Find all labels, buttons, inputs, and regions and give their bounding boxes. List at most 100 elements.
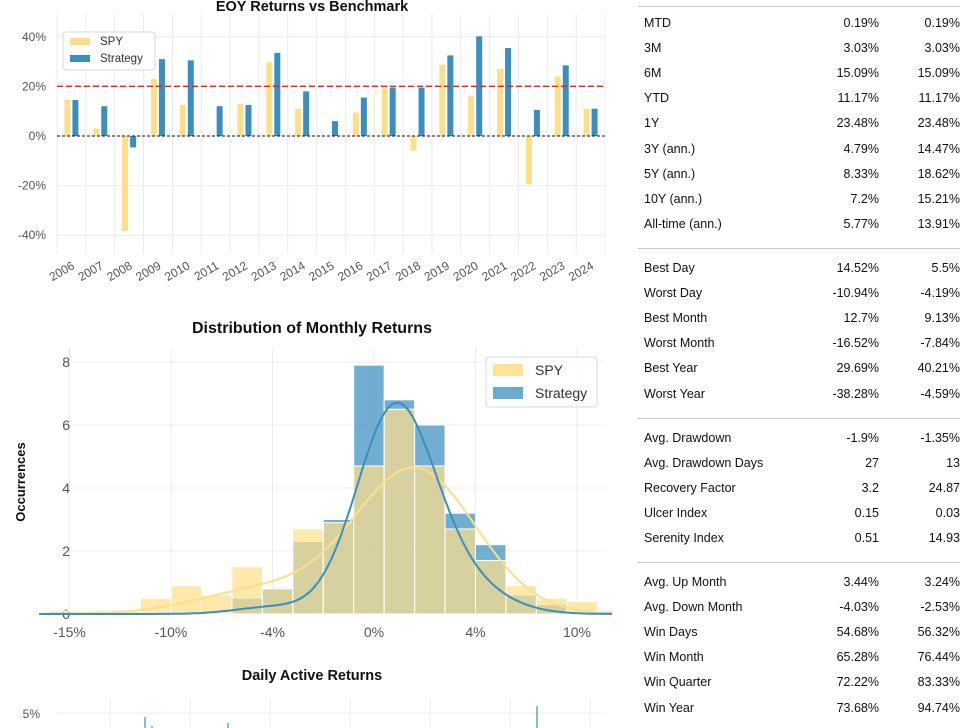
metric-spy: 14.52% bbox=[836, 261, 879, 275]
eoy-y-tick: 0% bbox=[29, 129, 47, 143]
metric-spy: 0.51 bbox=[854, 531, 879, 546]
metric-label: Serenity Index bbox=[644, 531, 724, 546]
eoy-bar-strategy-2014 bbox=[303, 91, 310, 136]
metric-strategy: 13.91% bbox=[917, 216, 960, 231]
metric-spy: -16.52% bbox=[832, 336, 879, 351]
dist-legend-swatch-spy bbox=[493, 364, 523, 376]
dist-bar-spy bbox=[475, 559, 507, 615]
eoy-y-tick: 40% bbox=[22, 30, 46, 44]
metric-spy: 3.03% bbox=[843, 41, 879, 56]
dist-bar-spy bbox=[353, 465, 385, 615]
metric-label: Win Month bbox=[644, 650, 704, 665]
dist-legend-swatch-strategy bbox=[493, 387, 523, 399]
metric-spy: 8.33% bbox=[843, 166, 879, 181]
dist-x-tick: -4% bbox=[260, 624, 285, 640]
metric-label: Avg. Drawdown bbox=[644, 431, 732, 445]
eoy-x-tick: 2017 bbox=[364, 258, 394, 284]
eoy-x-tick: 2016 bbox=[335, 258, 365, 284]
metric-strategy: 3.24% bbox=[924, 575, 960, 589]
metric-spy: 27 bbox=[865, 456, 879, 471]
metric-spy: 5.77% bbox=[843, 216, 879, 231]
metric-row: YTD 11.17% 11.17% bbox=[638, 86, 960, 111]
dist-bar-spy bbox=[261, 588, 294, 615]
eoy-bar-strategy-2018 bbox=[418, 87, 425, 136]
metric-spy: -4.03% bbox=[839, 600, 879, 615]
metric-spy: 11.17% bbox=[837, 91, 879, 106]
metric-row: 1Y 23.48% 23.48% bbox=[638, 111, 960, 136]
metric-row: Avg. Drawdown -1.9% -1.35% bbox=[638, 426, 960, 451]
eoy-legend-label-spy: SPY bbox=[100, 36, 123, 48]
metric-row: Avg. Down Month -4.03% -2.53% bbox=[638, 595, 960, 620]
metric-strategy: -1.35% bbox=[920, 431, 960, 445]
metric-spy: 72.22% bbox=[836, 675, 879, 690]
eoy-bar-spy-2008 bbox=[122, 136, 129, 231]
metric-row: Win Days 54.68% 56.32% bbox=[638, 620, 960, 645]
dist-x-tick: -15% bbox=[53, 624, 86, 640]
metric-row: Win Year 73.68% 94.74% bbox=[638, 696, 960, 721]
metric-label: 3Y (ann.) bbox=[644, 141, 696, 156]
metric-spy: 12.7% bbox=[843, 311, 879, 326]
metric-spy: 15.09% bbox=[836, 66, 879, 81]
eoy-bar-strategy-2023 bbox=[562, 65, 569, 136]
metric-row: 10Y (ann.) 7.2% 15.21% bbox=[638, 187, 960, 212]
eoy-bar-spy-2010 bbox=[179, 105, 186, 136]
eoy-bar-strategy-2006 bbox=[72, 100, 79, 136]
dist-kde-strategy bbox=[39, 401, 612, 615]
eoy-title: EOY Returns vs Benchmark bbox=[216, 0, 409, 15]
dist-legend-label-spy: SPY bbox=[535, 362, 564, 378]
eoy-bar-strategy-2021 bbox=[505, 47, 512, 136]
eoy-x-tick: 2011 bbox=[192, 258, 222, 283]
metric-strategy: 83.33% bbox=[917, 675, 960, 690]
eoy-bar-spy-2020 bbox=[468, 96, 475, 136]
monthly-distribution-chart: Distribution of Monthly Returns Occurrenc… bbox=[13, 320, 612, 640]
eoy-bar-spy-2023 bbox=[554, 76, 561, 136]
eoy-x-tick: 2015 bbox=[306, 258, 336, 284]
metric-strategy: 9.13% bbox=[924, 311, 960, 326]
eoy-x-tick: 2013 bbox=[249, 258, 279, 284]
metric-label: Best Month bbox=[644, 311, 708, 326]
eoy-legend-swatch-strategy bbox=[70, 55, 90, 62]
metric-row: Best Day 14.52% 5.5% bbox=[638, 256, 960, 281]
metric-label: Worst Year bbox=[644, 386, 705, 401]
metric-spy: 4.79% bbox=[843, 141, 879, 156]
metric-label: Worst Day bbox=[644, 286, 703, 301]
daily-y-tick: 5% bbox=[23, 707, 41, 721]
eoy-bar-spy-2021 bbox=[497, 69, 504, 136]
eoy-x-tick: 2012 bbox=[220, 258, 250, 284]
metric-strategy: -7.84% bbox=[920, 336, 960, 351]
metric-label: All-time (ann.) bbox=[644, 216, 722, 231]
metric-row: 6M 15.09% 15.09% bbox=[638, 61, 960, 86]
metric-strategy: 15.09% bbox=[917, 66, 960, 81]
metric-label: Win Days bbox=[644, 625, 698, 640]
dist-bar-spy bbox=[383, 408, 416, 615]
eoy-x-tick: 2023 bbox=[537, 258, 567, 284]
metric-label: Recovery Factor bbox=[644, 481, 736, 496]
eoy-x-tick: 2009 bbox=[133, 258, 163, 284]
dist-bar-spy bbox=[414, 465, 446, 615]
eoy-bar-strategy-2008 bbox=[130, 136, 137, 148]
eoy-bar-strategy-2016 bbox=[360, 97, 367, 136]
metric-label: 6M bbox=[644, 66, 662, 81]
metric-strategy: 18.62% bbox=[917, 166, 960, 181]
eoy-y-tick: -40% bbox=[18, 228, 46, 242]
eoy-x-tick: 2022 bbox=[508, 258, 538, 284]
metric-label: Worst Month bbox=[644, 336, 715, 351]
metric-row: Worst Month -16.52% -7.84% bbox=[638, 331, 960, 356]
eoy-x-tick: 2018 bbox=[393, 258, 423, 284]
metric-label: 5Y (ann.) bbox=[644, 166, 696, 181]
eoy-x-tick: 2010 bbox=[162, 258, 192, 284]
metric-spy: 23.48% bbox=[836, 116, 879, 131]
metric-label: Avg. Down Month bbox=[644, 600, 743, 615]
eoy-bar-strategy-2007 bbox=[101, 106, 108, 136]
dist-y-tick: 2 bbox=[62, 543, 70, 559]
eoy-legend-label-strategy: Strategy bbox=[100, 53, 143, 65]
metric-spy: 3.44% bbox=[843, 575, 879, 589]
eoy-bar-spy-2019 bbox=[439, 64, 446, 136]
eoy-returns-chart: EOY Returns vs Benchmark 40% 20% 0% -20% -40%… bbox=[18, 0, 606, 284]
metrics-divider bbox=[638, 248, 960, 249]
metric-strategy: 40.21% bbox=[917, 361, 960, 376]
eoy-bar-spy-2016 bbox=[352, 112, 359, 136]
metric-strategy: 94.74% bbox=[917, 700, 960, 715]
metrics-divider bbox=[638, 418, 960, 419]
metric-label: 10Y (ann.) bbox=[644, 191, 703, 206]
